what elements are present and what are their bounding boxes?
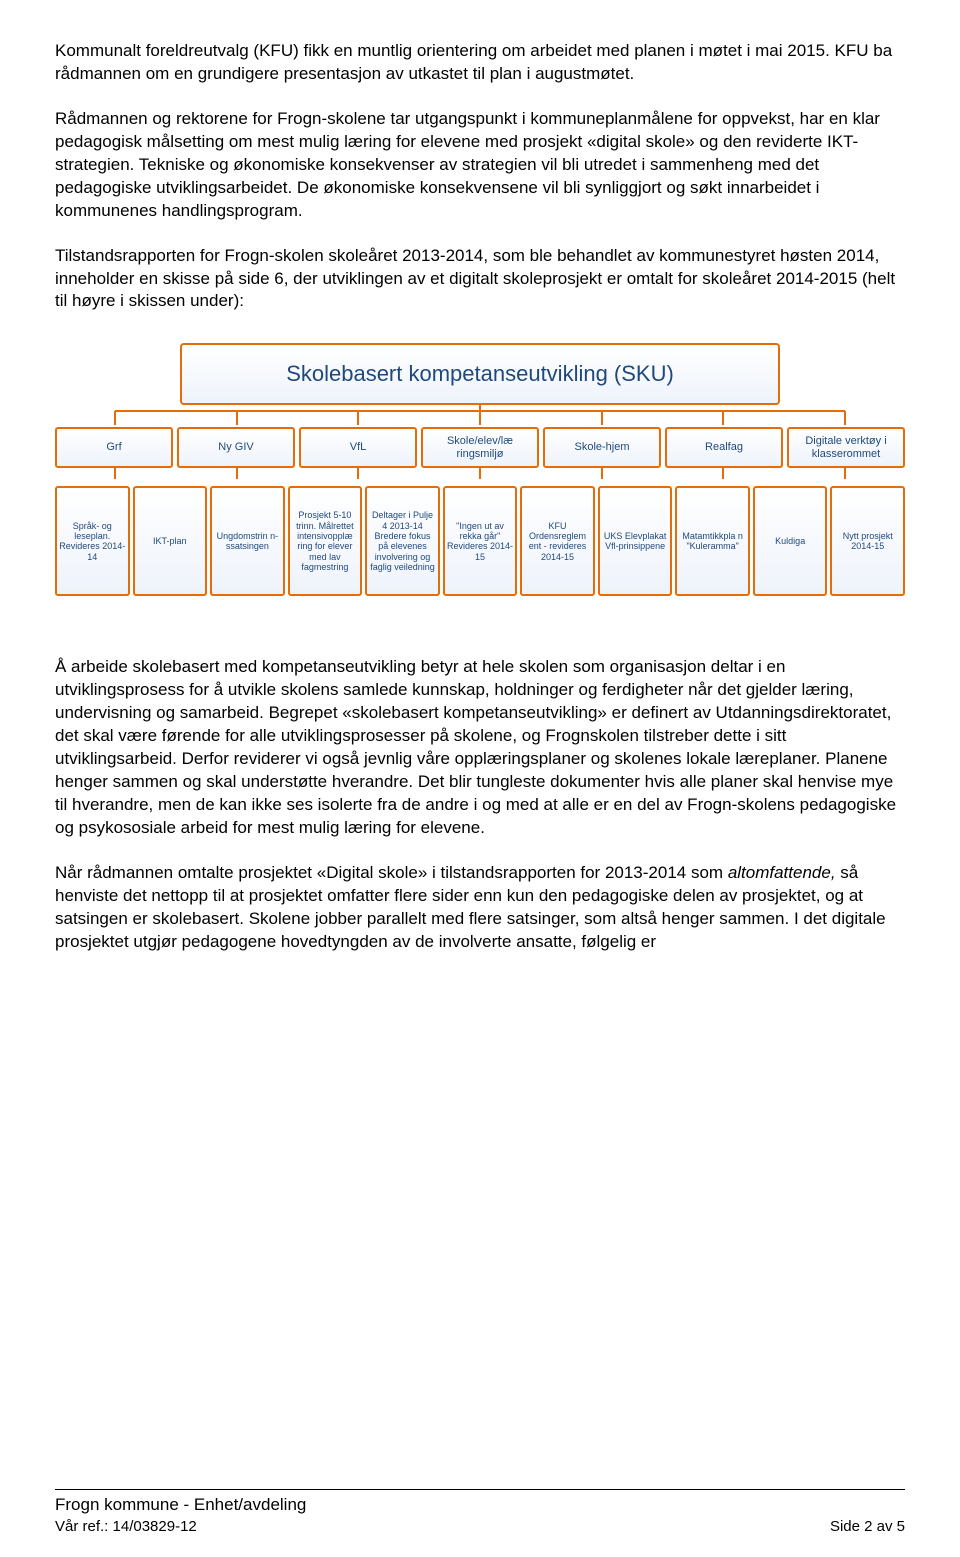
p5-part-a: Når rådmannen omtalte prosjektet «Digita… <box>55 863 728 882</box>
bot-box: Prosjekt 5-10 trinn. Målrettet intensivo… <box>288 486 363 596</box>
bot-box: Språk- og leseplan. Revideres 2014-14 <box>55 486 130 596</box>
page-footer: Frogn kommune - Enhet/avdeling Vår ref.:… <box>55 1489 905 1537</box>
bot-box: UKS Elevplakat Vfl-prinsippene <box>598 486 673 596</box>
bot-box: Matamtikkpla n "Kuleramma" <box>675 486 750 596</box>
bot-box: IKT-plan <box>133 486 208 596</box>
mid-box: VfL <box>299 427 417 468</box>
paragraph-2: Rådmannen og rektorene for Frogn-skolene… <box>55 108 905 223</box>
bot-box: Kuldiga <box>753 486 828 596</box>
bot-box: Deltager i Pulje 4 2013-14 Bredere fokus… <box>365 486 440 596</box>
p5-italic: altomfattende, <box>728 863 836 882</box>
diagram-header: Skolebasert kompetanseutvikling (SKU) <box>180 343 780 405</box>
footer-org: Frogn kommune - Enhet/avdeling <box>55 1494 905 1517</box>
diagram-row-bottom: Språk- og leseplan. Revideres 2014-14 IK… <box>55 486 905 596</box>
diagram-row-mid: Grf Ny GIV VfL Skole/elev/læ ringsmiljø … <box>55 427 905 468</box>
bot-box: "Ingen ut av rekka går" Revideres 2014-1… <box>443 486 518 596</box>
diagram-title-box: Skolebasert kompetanseutvikling (SKU) <box>180 343 780 405</box>
footer-ref: Vår ref.: 14/03829-12 <box>55 1517 197 1537</box>
mid-box: Ny GIV <box>177 427 295 468</box>
mid-box: Skole-hjem <box>543 427 661 468</box>
paragraph-3: Tilstandsrapporten for Frogn-skolen skol… <box>55 245 905 314</box>
paragraph-4: Å arbeide skolebasert med kompetanseutvi… <box>55 656 905 840</box>
paragraph-1: Kommunalt foreldreutvalg (KFU) fikk en m… <box>55 40 905 86</box>
org-chart: Skolebasert kompetanseutvikling (SKU) Gr… <box>55 343 905 596</box>
footer-page: Side 2 av 5 <box>830 1517 905 1537</box>
paragraph-5: Når rådmannen omtalte prosjektet «Digita… <box>55 862 905 954</box>
bot-box: Ungdomstrin n-ssatsingen <box>210 486 285 596</box>
mid-box: Realfag <box>665 427 783 468</box>
bot-box: KFU Ordensreglem ent - revideres 2014-15 <box>520 486 595 596</box>
mid-box: Grf <box>55 427 173 468</box>
footer-rule <box>55 1489 905 1490</box>
mid-box: Skole/elev/læ ringsmiljø <box>421 427 539 468</box>
bot-box: Nytt prosjekt 2014-15 <box>830 486 905 596</box>
mid-box: Digitale verktøy i klasserommet <box>787 427 905 468</box>
